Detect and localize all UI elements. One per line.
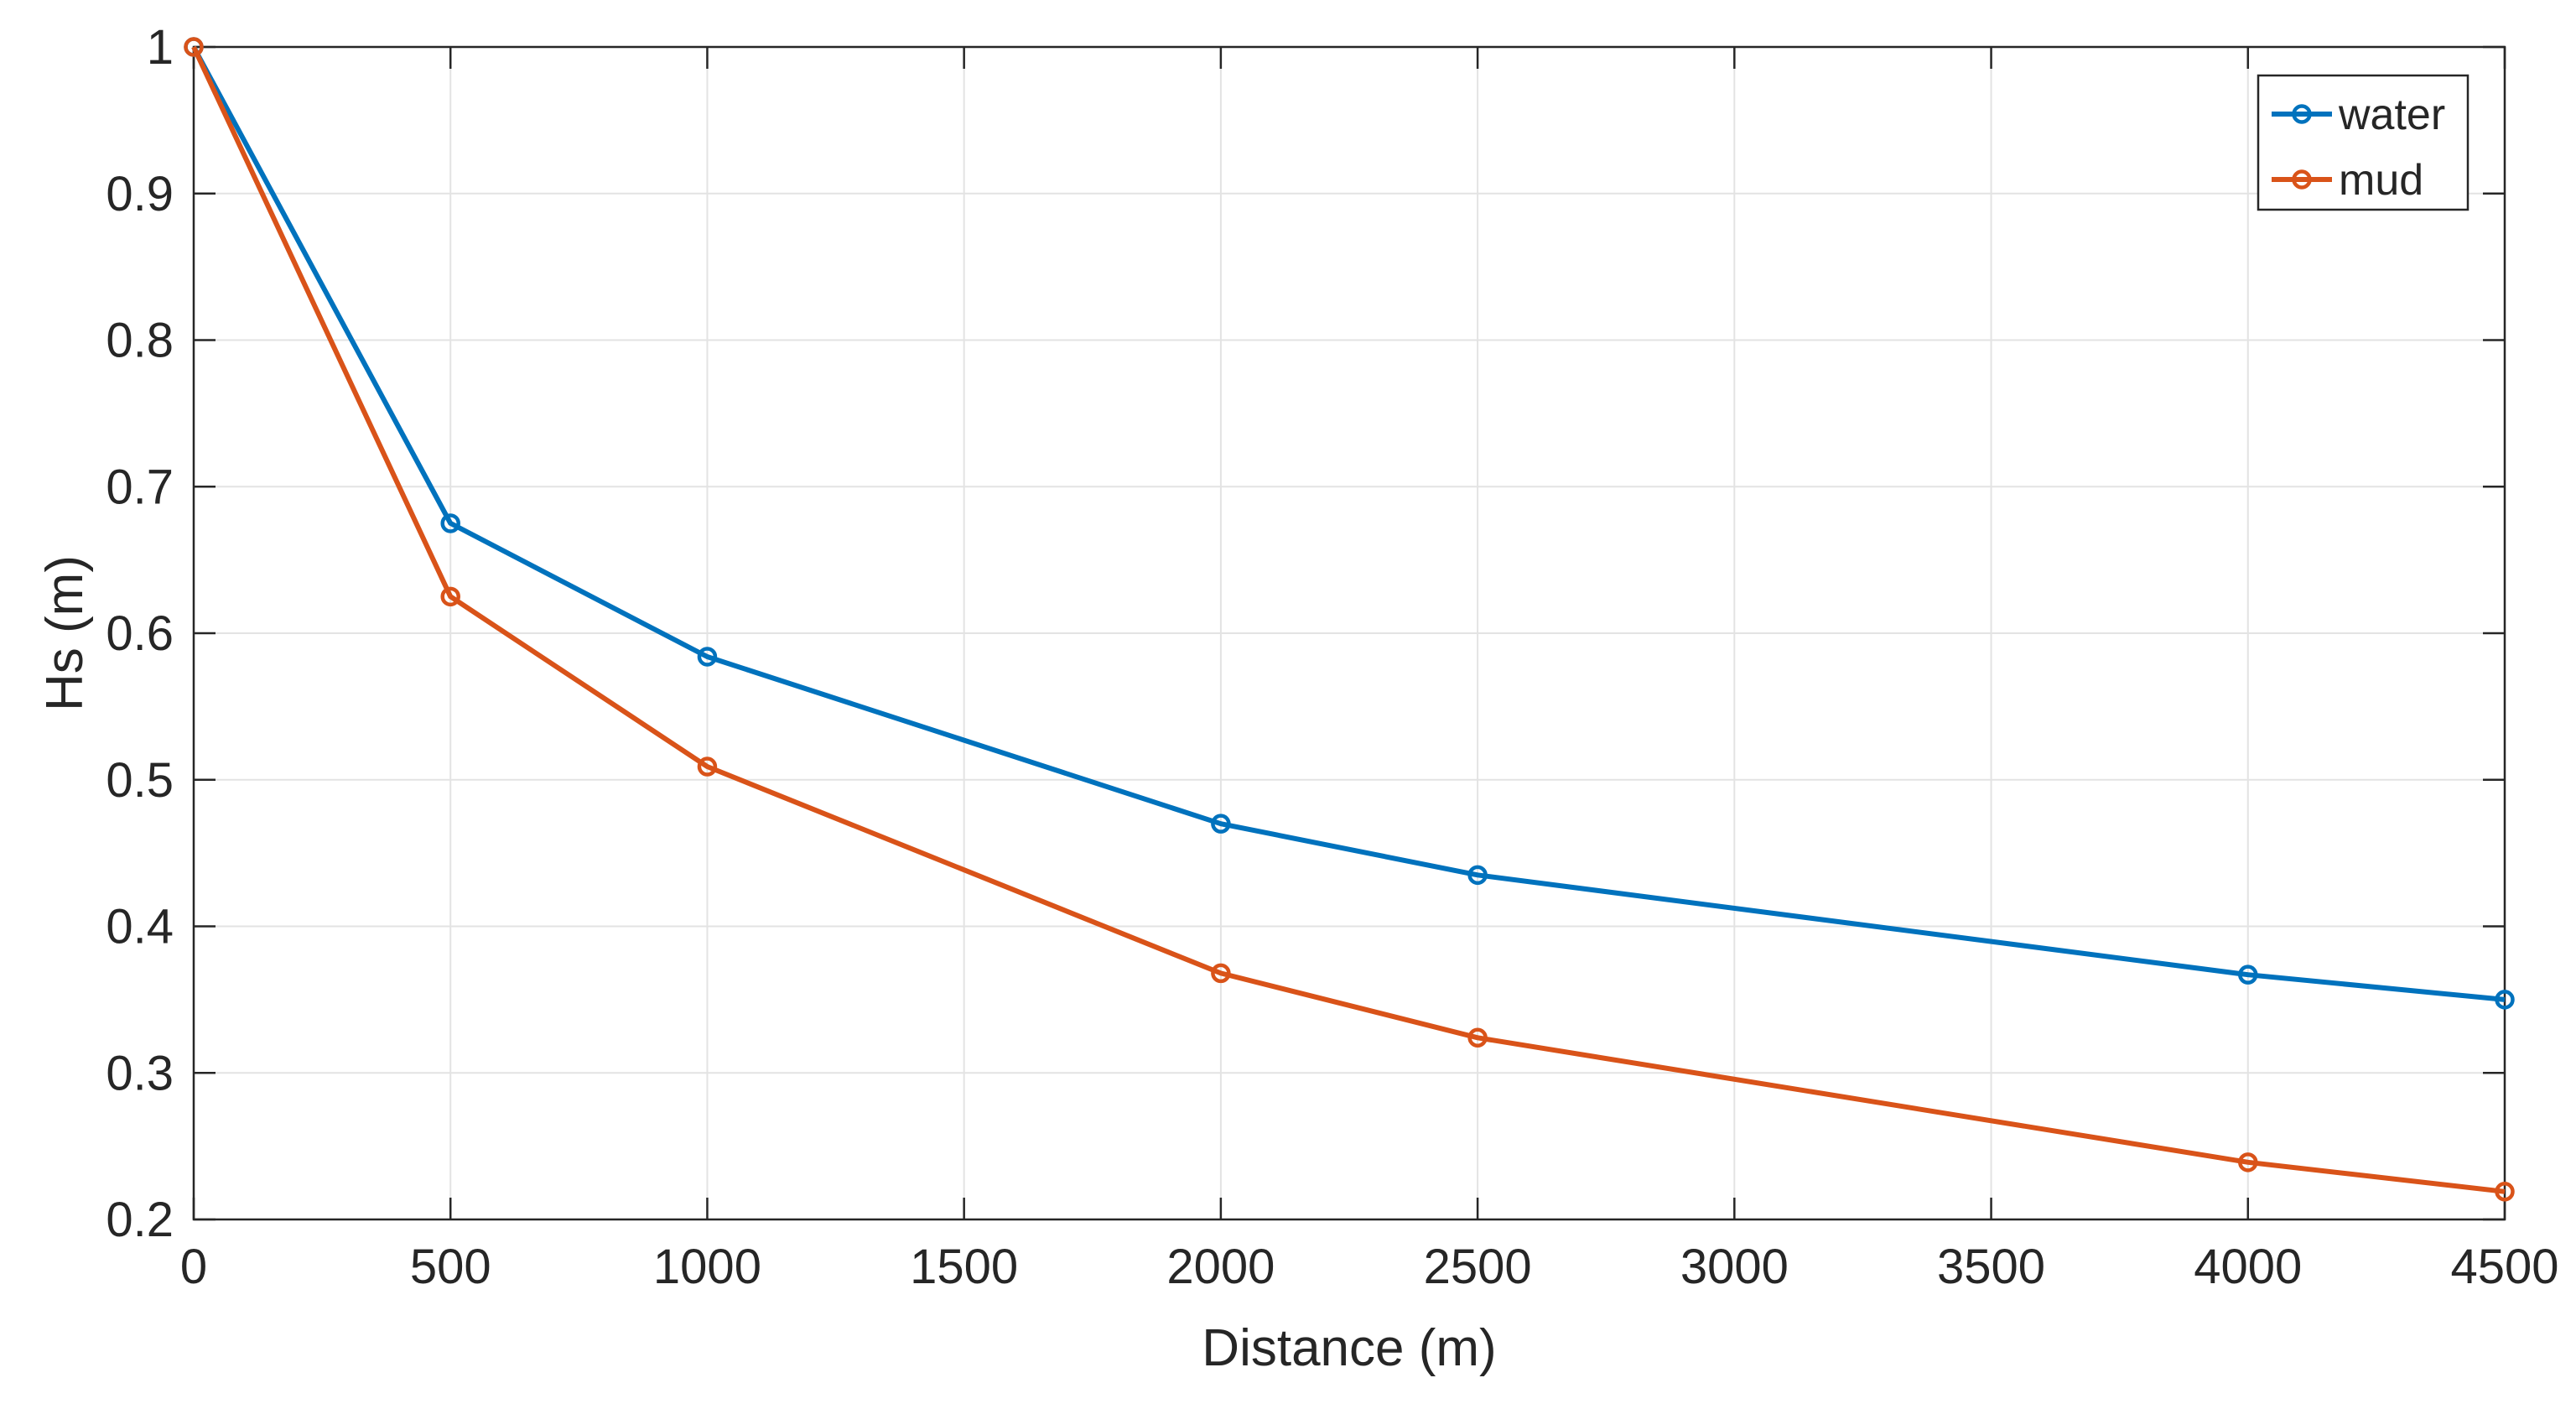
x-tick-label: 4000	[2194, 1240, 2302, 1294]
x-tick-label: 2500	[1424, 1240, 1532, 1294]
y-tick-label: 0.4	[106, 900, 174, 954]
data-point-water	[697, 647, 718, 667]
y-tick-label: 1	[147, 20, 174, 75]
data-point-mud	[1467, 1027, 1488, 1048]
y-tick-label: 0.6	[106, 606, 174, 661]
legend-swatch-marker	[2292, 104, 2312, 124]
series-line-mud	[191, 45, 2506, 1194]
y-tick-label: 0.2	[106, 1193, 174, 1247]
data-point-water	[1467, 865, 1488, 886]
y-tick-label: 0.8	[106, 314, 174, 368]
data-point-water	[2495, 990, 2515, 1010]
data-point-mud	[184, 37, 204, 57]
legend-swatch-marker	[2292, 169, 2312, 190]
y-axis-label: Hs (m)	[36, 555, 94, 711]
x-tick-label: 4500	[2450, 1240, 2558, 1294]
data-point-water	[2238, 964, 2258, 985]
legend-entry-label: mud	[2339, 156, 2423, 205]
series-line-water	[191, 45, 2506, 1002]
legend: water mud	[2257, 74, 2470, 211]
y-tick-label: 0.7	[106, 460, 174, 514]
data-point-mud	[440, 586, 460, 607]
y-tick-label: 0.9	[106, 167, 174, 221]
axes: 0 500 1000 1500 2000 2500 3000 3500 4000 4500 0.2 0…	[106, 20, 2558, 1294]
data-series	[184, 37, 2515, 1202]
data-point-water	[1211, 814, 1231, 834]
x-tick-label: 0	[180, 1240, 207, 1294]
y-tick-label: 0.5	[106, 753, 174, 808]
data-point-mud	[2238, 1152, 2258, 1172]
y-tick-label: 0.3	[106, 1046, 174, 1100]
x-tick-label: 2000	[1166, 1240, 1275, 1294]
legend-box	[2257, 74, 2470, 211]
x-axis-label: Distance (m)	[1202, 1319, 1496, 1377]
data-point-water	[440, 513, 460, 533]
x-tick-label: 1000	[653, 1240, 761, 1294]
x-tick-label: 3000	[1680, 1240, 1789, 1294]
data-point-mud	[697, 756, 718, 777]
data-point-mud	[1211, 963, 1231, 984]
x-tick-label: 500	[410, 1240, 491, 1294]
data-point-mud	[2495, 1182, 2515, 1202]
legend-entry-label: water	[2338, 91, 2445, 139]
x-tick-label: 1500	[910, 1240, 1018, 1294]
x-tick-label: 3500	[1937, 1240, 2045, 1294]
